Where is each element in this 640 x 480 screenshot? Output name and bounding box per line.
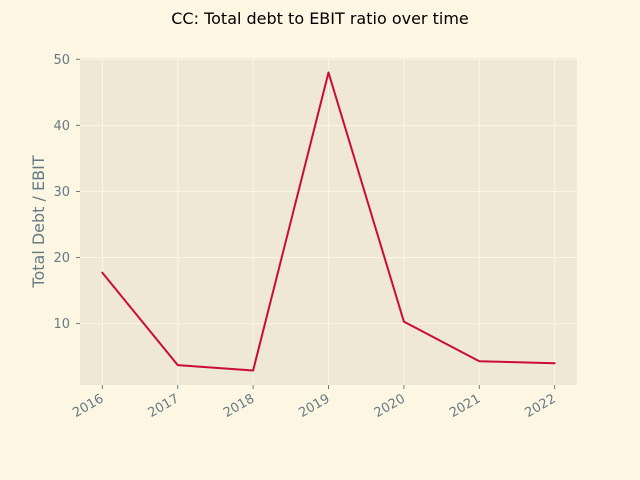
x-tick-label-2016: 2016 xyxy=(70,391,106,421)
y-tick-label-10: 10 xyxy=(53,317,70,332)
series-layer xyxy=(101,71,556,372)
x-tick-label-2017: 2017 xyxy=(146,391,182,421)
y-axis-ticks: 10 20 30 40 50 xyxy=(53,53,80,332)
y-tick-label-40: 40 xyxy=(53,119,70,134)
y-tick-label-30: 30 xyxy=(53,185,70,200)
x-tick-label-2019: 2019 xyxy=(296,391,332,421)
y-tick-label-20: 20 xyxy=(53,251,70,266)
series-line-0 xyxy=(101,71,556,372)
y-axis-label: Total Debt / EBIT xyxy=(29,155,48,288)
x-axis-ticks: 2016 2017 2018 2019 2020 2021 2022 xyxy=(70,385,559,421)
x-tick-label-2022: 2022 xyxy=(522,391,558,421)
x-tick-label-2018: 2018 xyxy=(221,391,257,421)
y-tick-label-50: 50 xyxy=(53,53,70,68)
x-tick-label-2021: 2021 xyxy=(447,391,483,421)
x-tick-label-2020: 2020 xyxy=(372,391,408,421)
chart-title: CC: Total debt to EBIT ratio over time xyxy=(171,9,469,28)
grid-lines xyxy=(80,58,577,385)
